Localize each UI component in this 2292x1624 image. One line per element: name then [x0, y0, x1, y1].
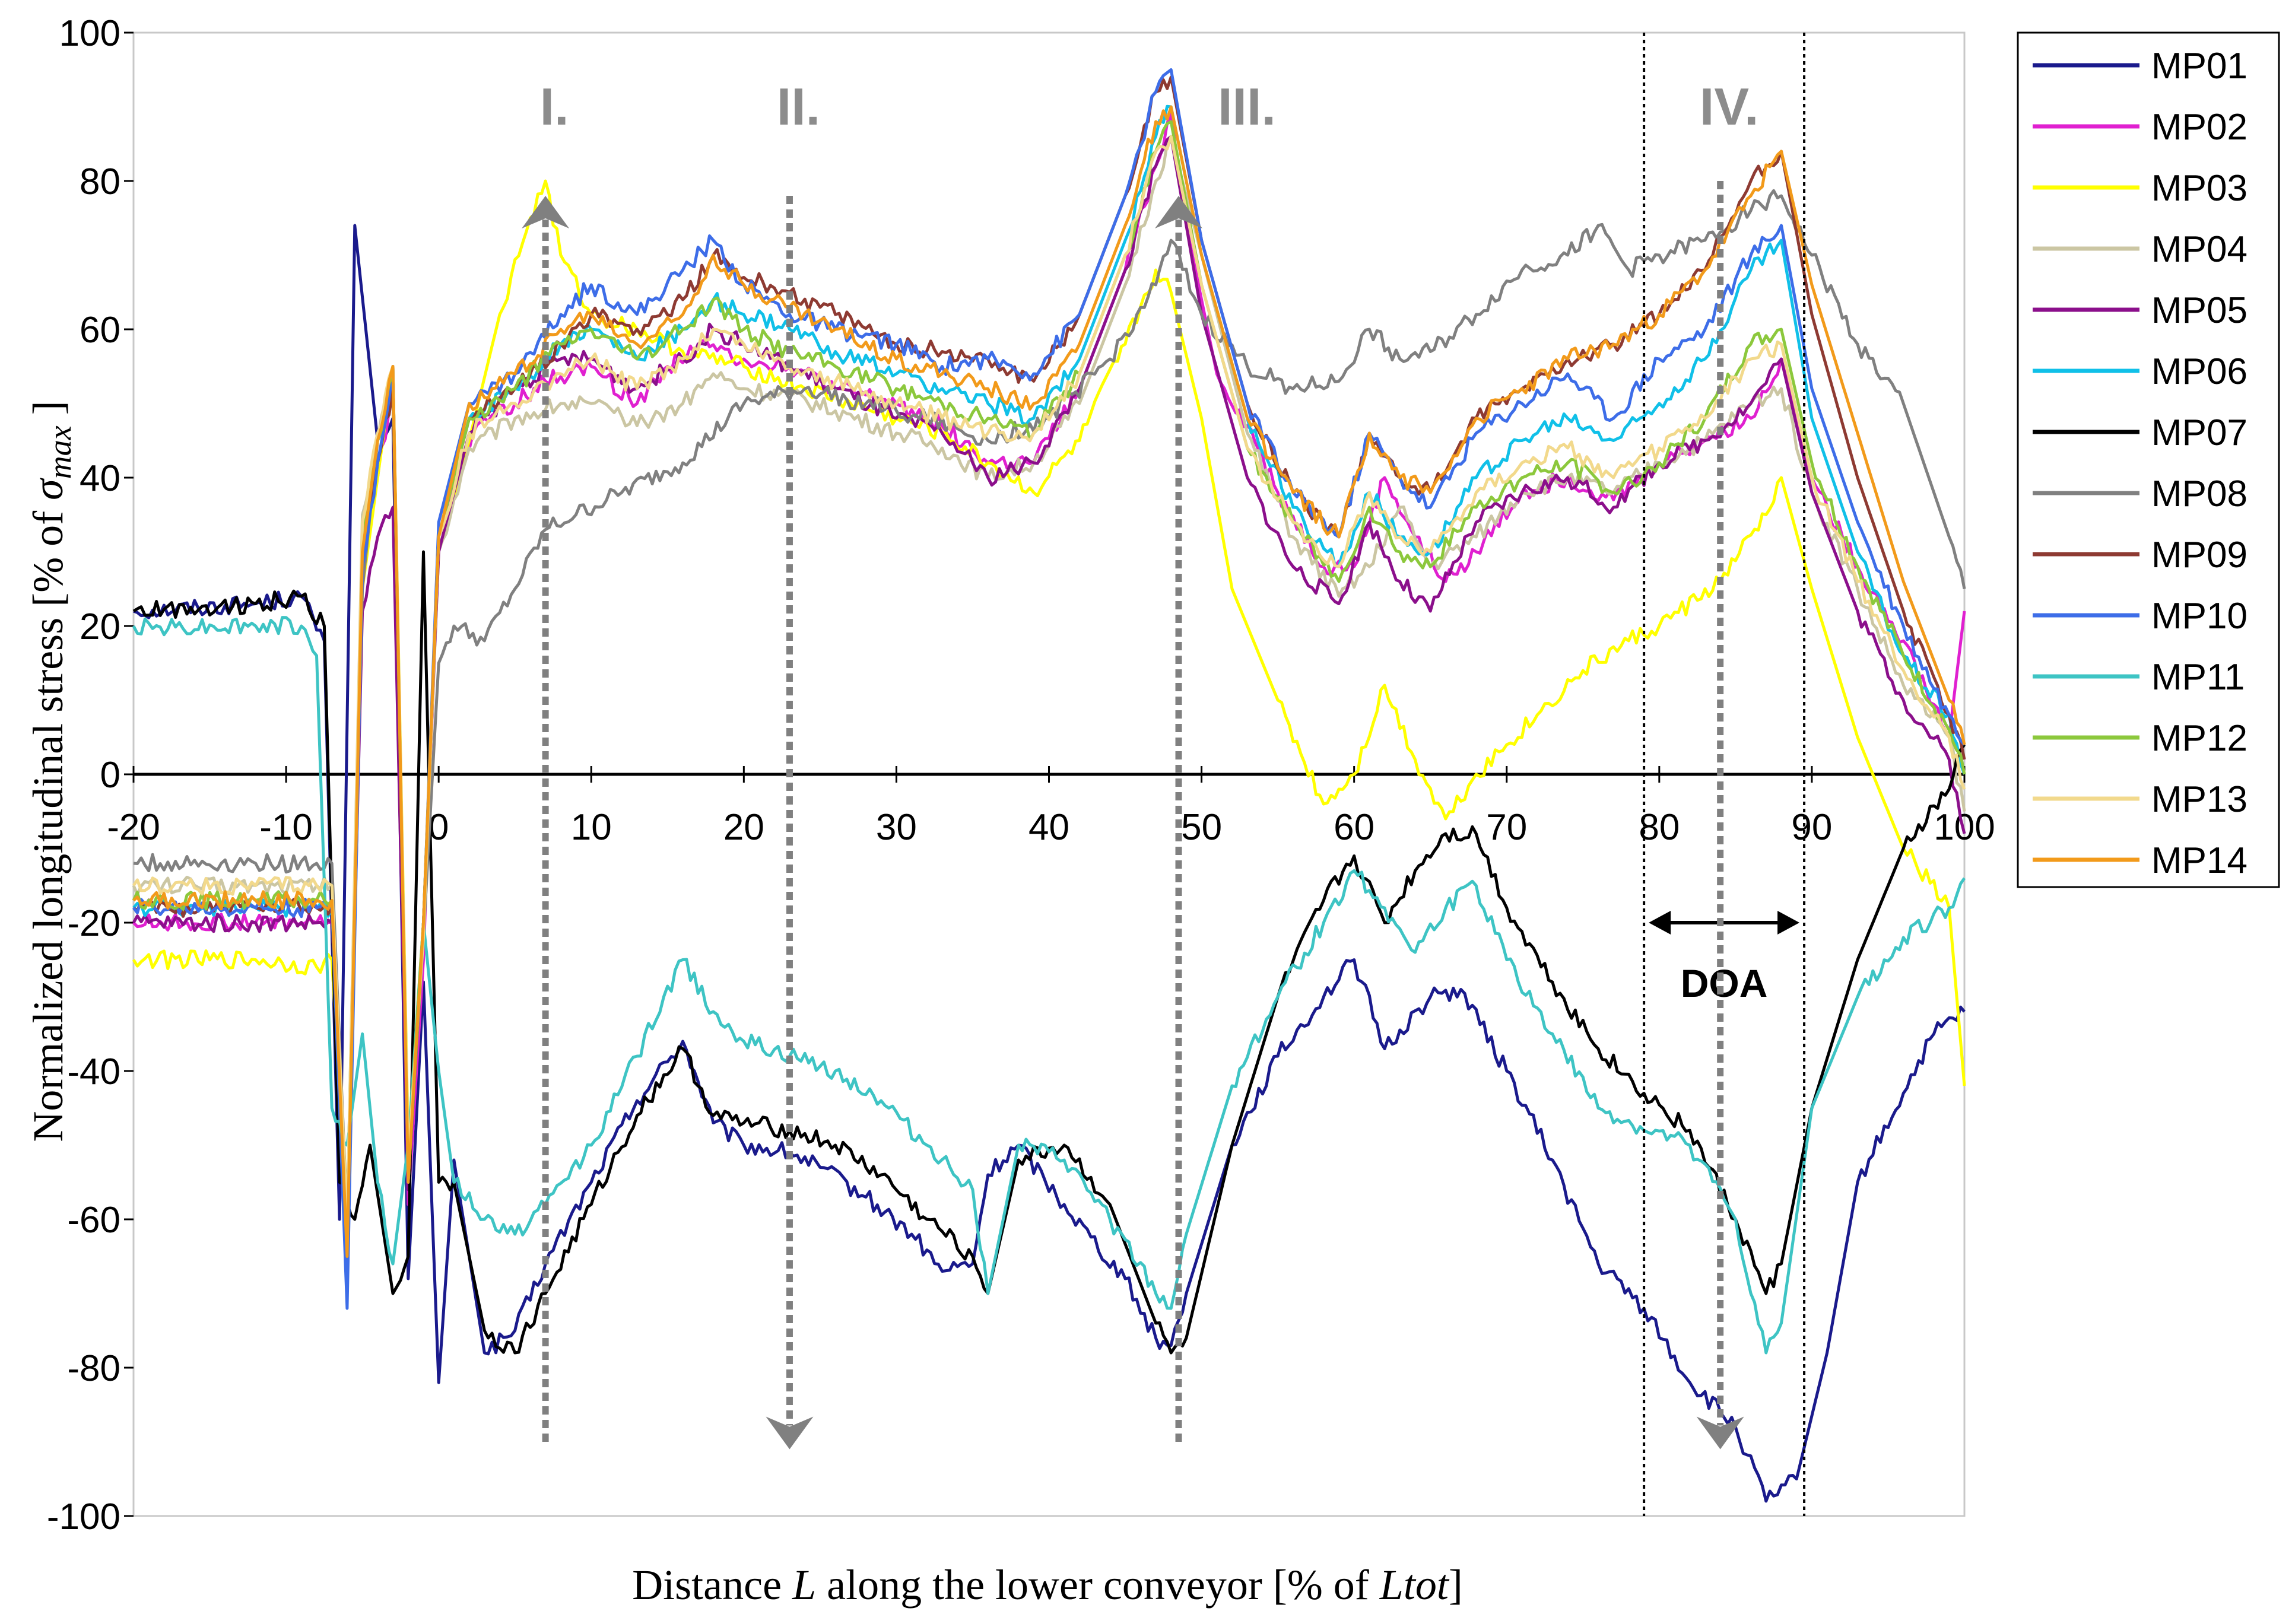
y-tick-label: -20	[67, 903, 120, 944]
x-tick-label: 30	[876, 807, 917, 848]
legend-label: MP05	[2151, 290, 2247, 331]
y-tick-label: -80	[67, 1348, 120, 1389]
section-arrowhead	[1155, 196, 1203, 228]
section-arrowhead	[522, 196, 570, 228]
y-tick-label: 0	[100, 755, 120, 796]
legend-box	[2017, 31, 2280, 888]
x-tick-label: 50	[1181, 807, 1222, 848]
legend-label: MP13	[2151, 779, 2247, 820]
y-tick-label: -40	[67, 1051, 120, 1092]
y-axis-title: Normalized longitudinal stress [% of σma…	[24, 401, 78, 1142]
section-arrowhead	[1696, 1416, 1744, 1450]
series-line-mp01	[133, 224, 1966, 1503]
x-tick-label: 80	[1639, 807, 1680, 848]
legend-label: MP07	[2151, 412, 2247, 453]
series-lines	[132, 68, 1966, 1503]
legend: MP01 MP02 MP03 MP04 MP05 MP06 MP07 MP08 MP09 MP10…	[2017, 31, 2280, 888]
y-tick-label: -60	[67, 1200, 120, 1241]
legend-label: MP04	[2151, 229, 2247, 270]
y-axis-ticks: 100 80 60 40 20 0 -20 -40 -60 -80 -100	[47, 13, 134, 1537]
section-label: II.	[777, 77, 820, 136]
x-tick-label: 10	[571, 807, 612, 848]
x-tick-label: 90	[1791, 807, 1832, 848]
x-tick-label: 70	[1486, 807, 1527, 848]
doa-label: DOA	[1681, 961, 1768, 1005]
series-line-mp11	[132, 616, 1966, 1355]
section-label: IV.	[1700, 77, 1759, 136]
x-tick-label: 40	[1028, 807, 1069, 848]
legend-label: MP09	[2151, 535, 2247, 576]
section-label: I.	[540, 77, 569, 136]
legend-label: MP02	[2151, 107, 2247, 148]
doa-arrowhead-right	[1777, 911, 1800, 935]
legend-label: MP10	[2151, 596, 2247, 637]
y-tick-label: 40	[80, 458, 120, 499]
x-tick-label: 100	[1934, 807, 1995, 848]
x-axis-ticks: -20 -10 0 10 20 30 40 50 60 70 80 90 100	[107, 766, 1995, 848]
legend-label: MP01	[2151, 46, 2247, 87]
x-tick-label: -10	[259, 807, 313, 848]
section-arrowhead	[766, 1416, 814, 1450]
annotations: DOA I. II. III. IV.	[522, 33, 1806, 1516]
x-tick-label: 20	[723, 807, 764, 848]
legend-label: MP12	[2151, 718, 2247, 759]
series-line-mp07	[132, 550, 1966, 1355]
series-line-mp10	[132, 68, 1966, 1310]
legend-label: MP03	[2151, 168, 2247, 209]
legend-label: MP06	[2151, 351, 2247, 392]
legend-label: MP11	[2151, 657, 2245, 698]
doa-arrowhead-left	[1649, 911, 1671, 935]
series-line-mp14	[132, 105, 1966, 1258]
section-label: III.	[1218, 77, 1276, 136]
y-tick-label: -100	[47, 1496, 120, 1537]
legend-label: MP14	[2151, 840, 2247, 881]
y-tick-label: 80	[80, 161, 120, 202]
y-tick-label: 100	[59, 13, 120, 54]
x-tick-label: 60	[1334, 807, 1374, 848]
x-axis-title: Distance L along the lower conveyor [% o…	[632, 1561, 1463, 1609]
y-tick-label: 60	[80, 310, 120, 351]
legend-label: MP08	[2151, 473, 2247, 514]
y-tick-label: 20	[80, 606, 120, 647]
x-tick-label: -20	[107, 807, 160, 848]
